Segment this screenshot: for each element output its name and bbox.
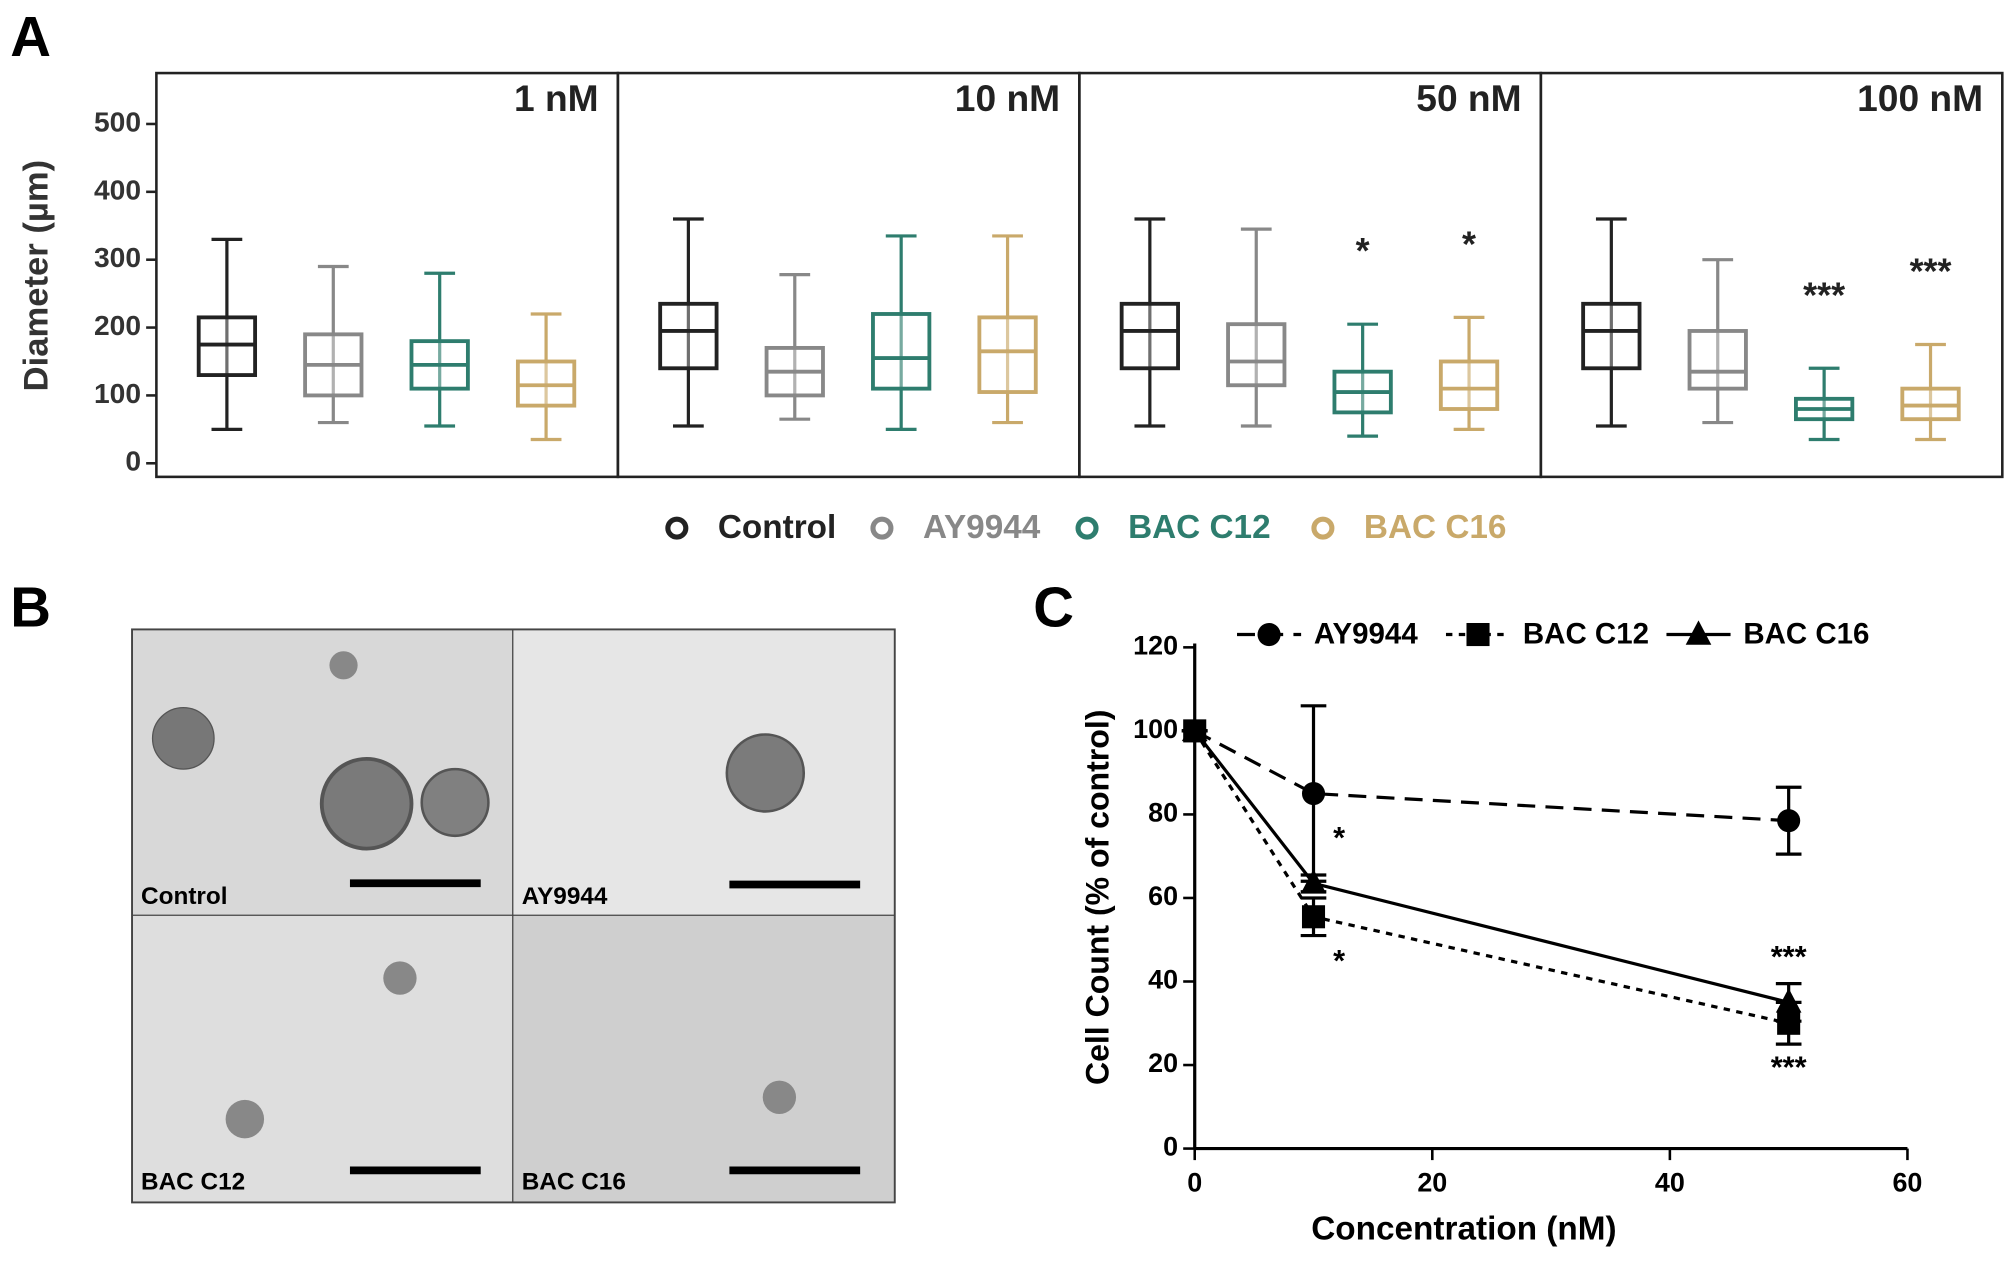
y-axis-label: Cell Count (% of control) bbox=[1079, 710, 1115, 1085]
significance-label: * bbox=[1356, 231, 1370, 271]
y-tick-label: 300 bbox=[94, 241, 141, 273]
y-tick-label: 100 bbox=[1133, 714, 1178, 744]
image-tile bbox=[512, 915, 895, 1203]
marker bbox=[1300, 869, 1327, 894]
panel-label: C bbox=[1033, 575, 1074, 638]
legend-label: AY9944 bbox=[1314, 618, 1418, 651]
y-tick-label: 40 bbox=[1148, 965, 1178, 995]
marker bbox=[1777, 809, 1801, 833]
spheroid bbox=[420, 767, 490, 838]
marker bbox=[1181, 716, 1208, 742]
legend-label: BAC C16 bbox=[1364, 509, 1507, 546]
y-tick-label: 80 bbox=[1148, 798, 1178, 828]
significance-label: * bbox=[1333, 943, 1345, 978]
marker bbox=[1777, 1011, 1801, 1035]
spheroid bbox=[329, 651, 358, 680]
spheroid bbox=[151, 706, 215, 770]
legend-label: BAC C12 bbox=[1128, 509, 1271, 546]
legend-marker bbox=[870, 516, 894, 540]
facet-title: 100 nM bbox=[1857, 77, 1983, 119]
facet-title: 10 nM bbox=[955, 77, 1060, 119]
x-tick-label: 40 bbox=[1655, 1168, 1685, 1198]
y-tick-label: 100 bbox=[94, 377, 141, 409]
box bbox=[871, 312, 932, 391]
x-axis-label: Concentration (nM) bbox=[1311, 1210, 1616, 1247]
y-tick-label: 0 bbox=[1163, 1132, 1178, 1162]
spheroid bbox=[725, 733, 806, 813]
marker bbox=[1257, 622, 1281, 647]
panel-label: A bbox=[10, 5, 51, 68]
spheroid bbox=[383, 961, 417, 995]
significance-label: *** bbox=[1910, 252, 1952, 292]
image-label: BAC C16 bbox=[522, 1169, 626, 1196]
box bbox=[1687, 329, 1748, 391]
marker bbox=[1466, 622, 1490, 647]
legend-marker bbox=[1311, 516, 1335, 540]
facet-frame bbox=[1539, 71, 2004, 479]
y-tick-label: 500 bbox=[94, 105, 141, 137]
legend-marker bbox=[665, 516, 689, 540]
y-tick-label: 400 bbox=[94, 173, 141, 205]
legend-label: AY9944 bbox=[923, 509, 1041, 546]
marker bbox=[1775, 988, 1802, 1013]
box bbox=[1438, 359, 1500, 411]
marker bbox=[1301, 905, 1326, 929]
box bbox=[977, 315, 1038, 394]
legend-label: Control bbox=[718, 509, 836, 546]
box bbox=[1226, 322, 1287, 388]
facet-title: 50 nM bbox=[1416, 77, 1521, 119]
spheroid bbox=[319, 756, 414, 851]
image-label: BAC C12 bbox=[141, 1169, 245, 1196]
box bbox=[1581, 301, 1642, 371]
marker bbox=[1301, 782, 1326, 806]
image-tile bbox=[512, 629, 895, 916]
image-label: AY9944 bbox=[522, 883, 608, 910]
image-label: Control bbox=[141, 883, 228, 910]
spheroid bbox=[762, 1080, 797, 1114]
significance-label: *** bbox=[1771, 1050, 1807, 1085]
significance-label: *** bbox=[1803, 275, 1845, 315]
legend-marker bbox=[1075, 516, 1099, 540]
box bbox=[658, 301, 719, 371]
figure-content: A B C Control AY9944 BAC C12 BAC C16 0 10… bbox=[10, 5, 2004, 1247]
y-tick-label: 0 bbox=[125, 445, 141, 477]
legend-label: BAC C12 bbox=[1523, 618, 1649, 651]
box bbox=[1119, 301, 1180, 371]
legend-label: BAC C16 bbox=[1743, 618, 1869, 651]
significance-label: *** bbox=[1771, 939, 1807, 974]
spheroid bbox=[225, 1099, 265, 1139]
x-tick-label: 0 bbox=[1187, 1168, 1202, 1198]
x-tick-label: 60 bbox=[1892, 1168, 1922, 1198]
series-line bbox=[1193, 729, 1789, 823]
y-tick-label: 200 bbox=[94, 309, 141, 341]
series-line bbox=[1193, 729, 1790, 1004]
micrographs: Control AY9944 BAC C12 BAC C16 bbox=[131, 628, 896, 1204]
significance-label: * bbox=[1462, 224, 1476, 264]
image-tile bbox=[132, 915, 513, 1203]
y-tick-label: 20 bbox=[1148, 1048, 1178, 1078]
facet-title: 1 nM bbox=[514, 77, 599, 119]
y-axis-label: Diameter (µm) bbox=[18, 160, 56, 392]
y-tick-label: 60 bbox=[1148, 881, 1178, 911]
marker bbox=[1685, 620, 1712, 645]
x-tick-label: 20 bbox=[1417, 1168, 1447, 1198]
significance-label: * bbox=[1333, 820, 1345, 855]
y-tick-label: 120 bbox=[1133, 630, 1178, 660]
panel-label: B bbox=[10, 575, 51, 638]
